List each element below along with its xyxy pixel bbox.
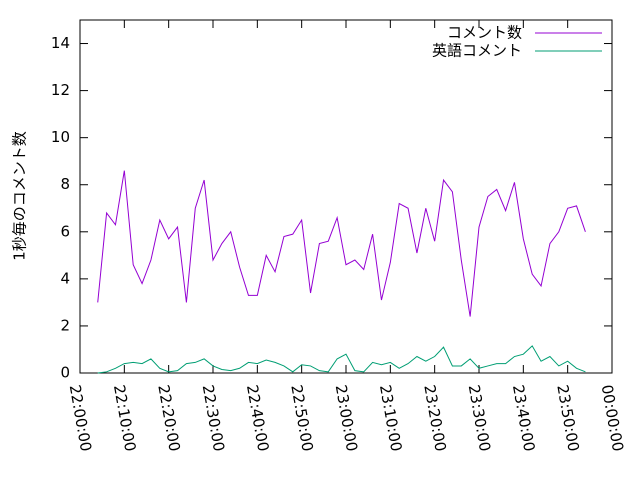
- y-tick-label: 6: [60, 222, 70, 240]
- x-tick-label: 22:10:00: [110, 383, 139, 452]
- x-tick-label: 23:40:00: [509, 383, 538, 452]
- y-axis-label: 1秒毎のコメント数: [11, 131, 29, 261]
- y-tick-label: 12: [51, 81, 70, 99]
- y-tick-label: 2: [60, 316, 70, 334]
- x-tick-label: 23:50:00: [553, 383, 582, 452]
- y-tick-label: 4: [60, 269, 70, 287]
- x-tick-label: 23:30:00: [465, 383, 494, 452]
- y-tick-label: 14: [51, 34, 70, 52]
- x-tick-label: 23:10:00: [376, 383, 405, 452]
- x-tick-label: 22:40:00: [243, 383, 272, 452]
- legend-label: コメント数: [447, 24, 522, 42]
- y-tick-label: 0: [60, 364, 70, 382]
- y-tick-label: 10: [51, 128, 70, 146]
- x-tick-label: 23:00:00: [332, 383, 361, 452]
- plot-border: [79, 19, 613, 374]
- legend-label: 英語コメント: [432, 42, 522, 60]
- x-tick-label: 00:00:00: [598, 383, 627, 452]
- x-tick-label: 22:20:00: [154, 383, 183, 452]
- x-tick-label: 23:20:00: [420, 383, 449, 452]
- x-tick-label: 22:50:00: [287, 383, 316, 452]
- series-line: [97, 170, 586, 317]
- x-tick-label: 22:00:00: [66, 383, 95, 452]
- x-tick-label: 22:30:00: [199, 383, 228, 452]
- y-tick-label: 8: [60, 175, 70, 193]
- series-line: [97, 345, 586, 374]
